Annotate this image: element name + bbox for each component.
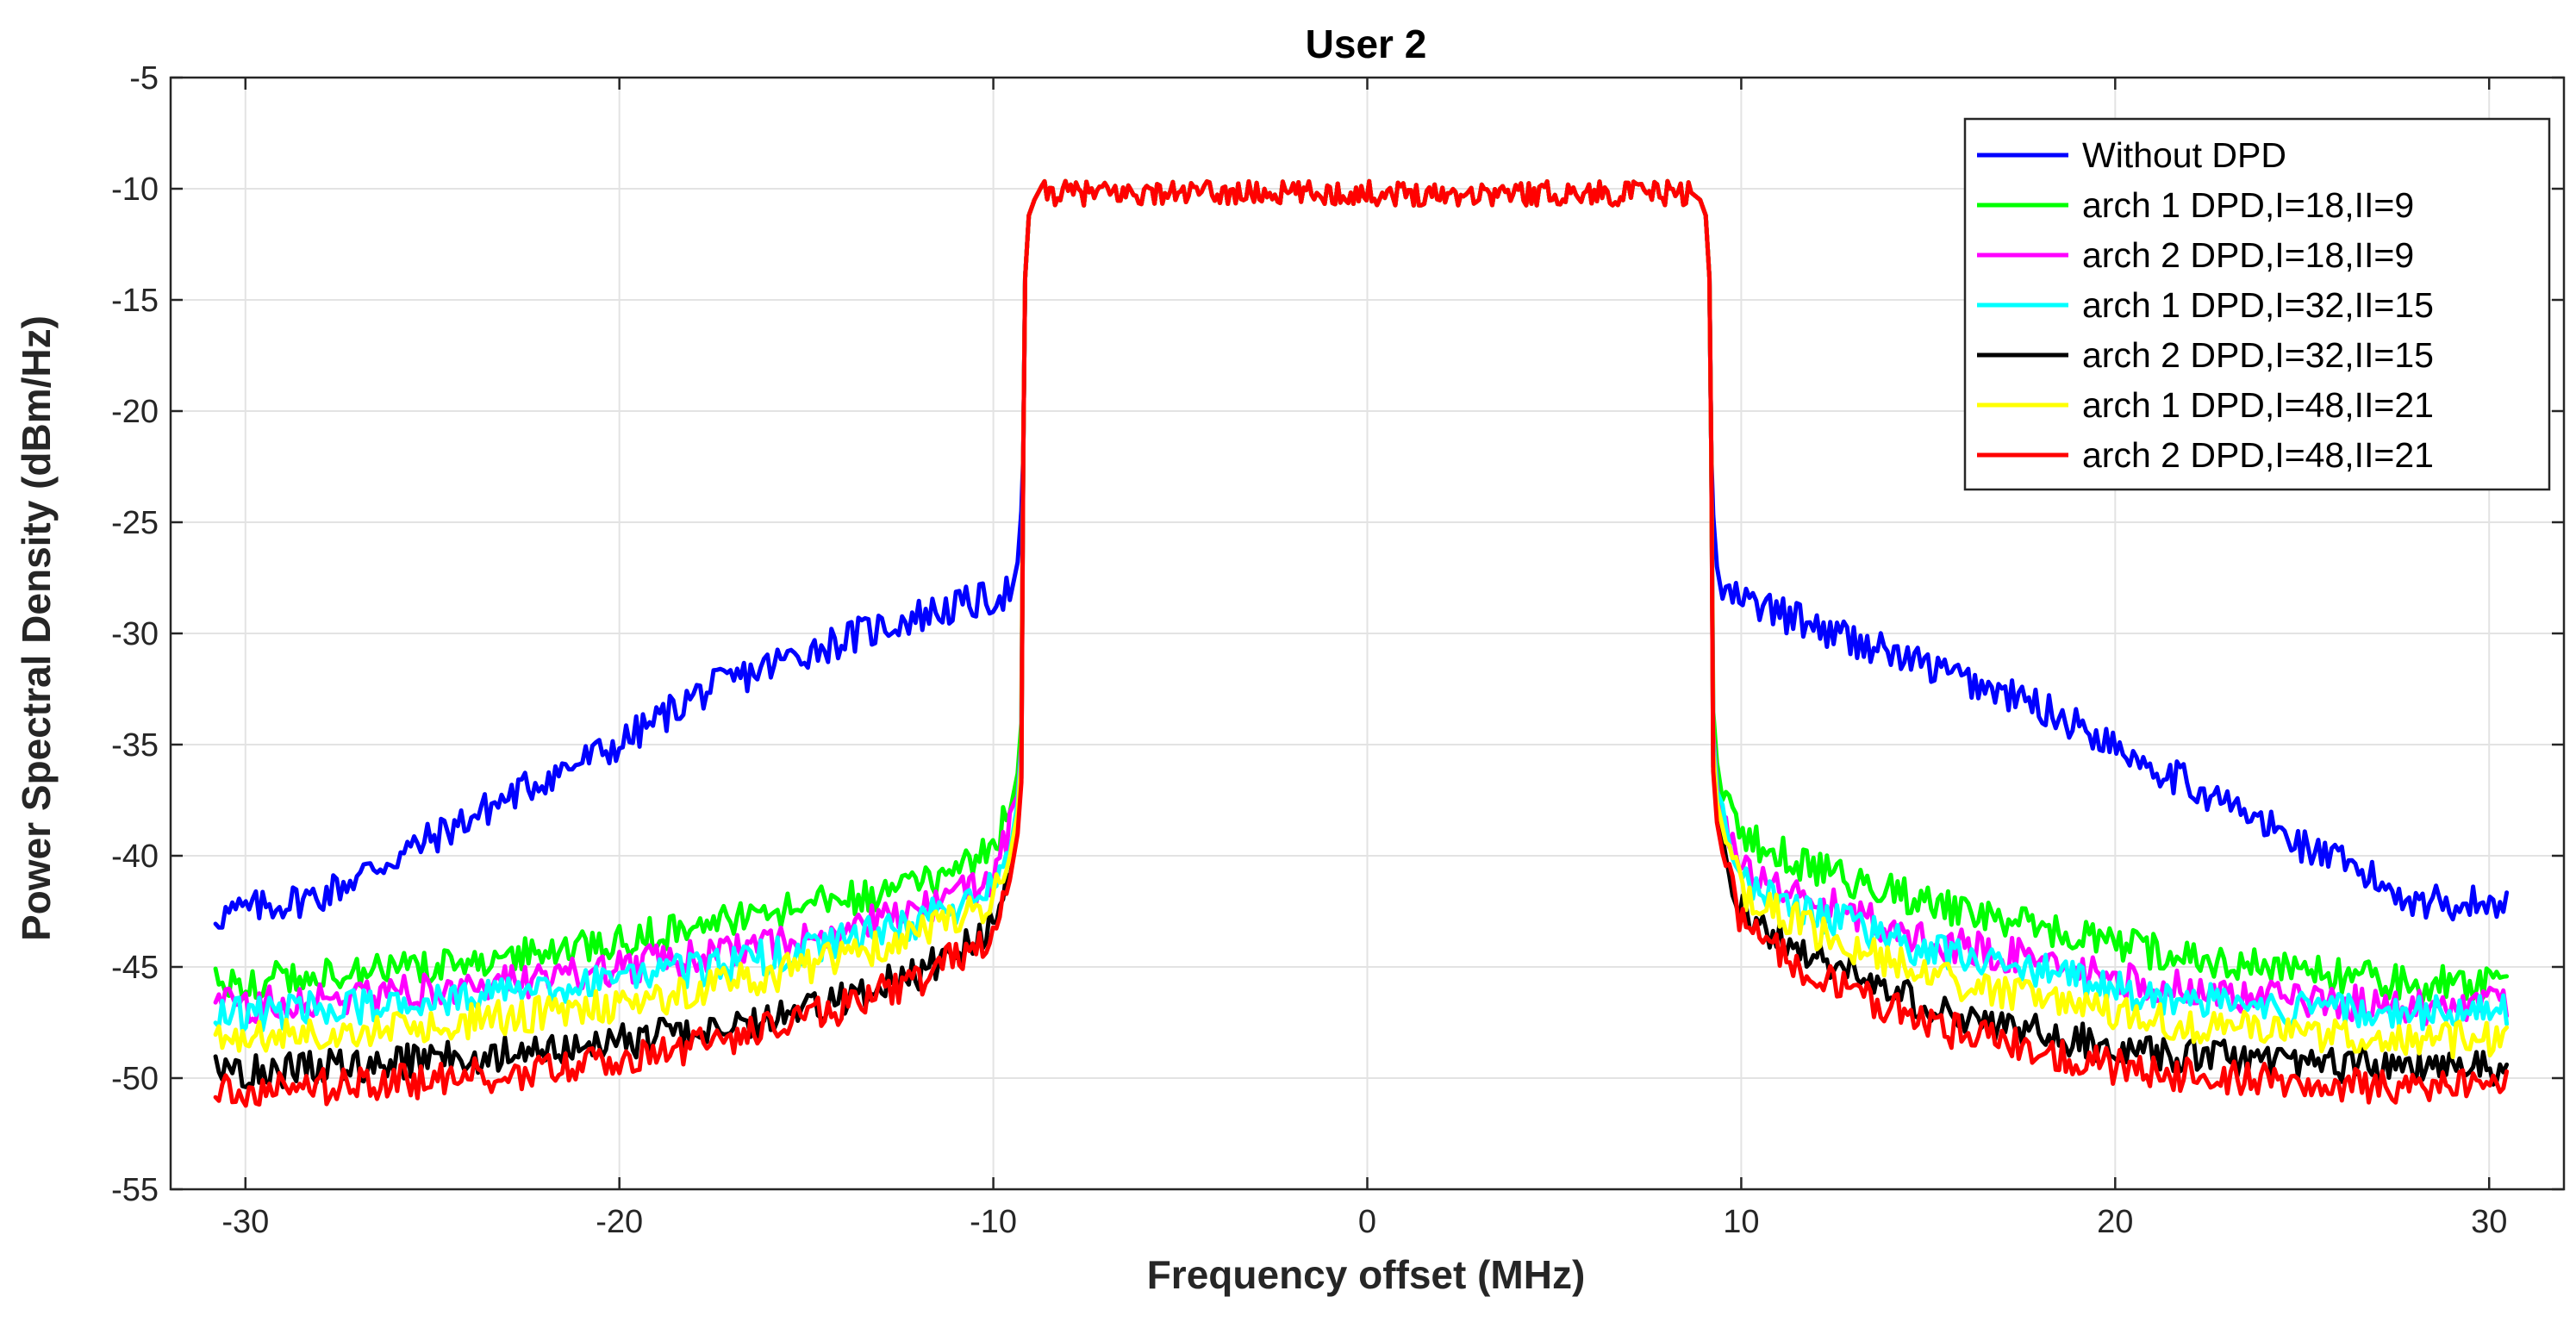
y-tick-label: -30 [111, 616, 159, 652]
y-tick-label: -55 [111, 1172, 159, 1208]
x-tick-label: -10 [970, 1204, 1017, 1240]
y-axis-label: Power Spectral Density (dBm/Hz) [14, 315, 59, 941]
x-axis-ticks: -30 -20 -10 0 10 20 30 [221, 78, 2507, 1240]
y-tick-label: -15 [111, 283, 159, 319]
x-tick-label: -30 [221, 1204, 269, 1240]
x-axis-label: Frequency offset (MHz) [1147, 1252, 1586, 1297]
y-tick-label: -40 [111, 839, 159, 875]
legend-entry: arch 2 DPD,I=32,II=15 [2082, 335, 2434, 375]
x-tick-label: 20 [2097, 1204, 2133, 1240]
legend-entry: arch 1 DPD,I=48,II=21 [2082, 385, 2434, 425]
chart-title: User 2 [1306, 22, 1427, 66]
y-tick-label: -35 [111, 727, 159, 764]
y-tick-label: -5 [129, 60, 159, 97]
series-line [213, 178, 2510, 1108]
x-tick-label: -20 [596, 1204, 643, 1240]
x-tick-label: 30 [2471, 1204, 2507, 1240]
legend-entry: arch 1 DPD,I=18,II=9 [2082, 185, 2414, 225]
y-tick-label: -25 [111, 505, 159, 541]
y-tick-label: -45 [111, 950, 159, 986]
y-axis-ticks: -55 -50 -45 -40 -35 -30 -25 -20 -15 -10 -5 [111, 60, 2564, 1208]
y-tick-label: -20 [111, 394, 159, 430]
legend: Without DPD arch 1 DPD,I=18,II=9 arch 2 DP… [1963, 117, 2551, 491]
y-tick-label: -50 [111, 1061, 159, 1097]
legend-entry: arch 2 DPD,I=18,II=9 [2082, 235, 2414, 275]
legend-entry: arch 2 DPD,I=48,II=21 [2082, 435, 2434, 475]
x-tick-label: 0 [1358, 1204, 1376, 1240]
y-tick-label: -10 [111, 171, 159, 208]
x-tick-label: 10 [1723, 1204, 1759, 1240]
legend-entry: Without DPD [2082, 135, 2286, 175]
series-lines [213, 178, 2510, 1108]
legend-entry: arch 1 DPD,I=32,II=15 [2082, 285, 2434, 325]
